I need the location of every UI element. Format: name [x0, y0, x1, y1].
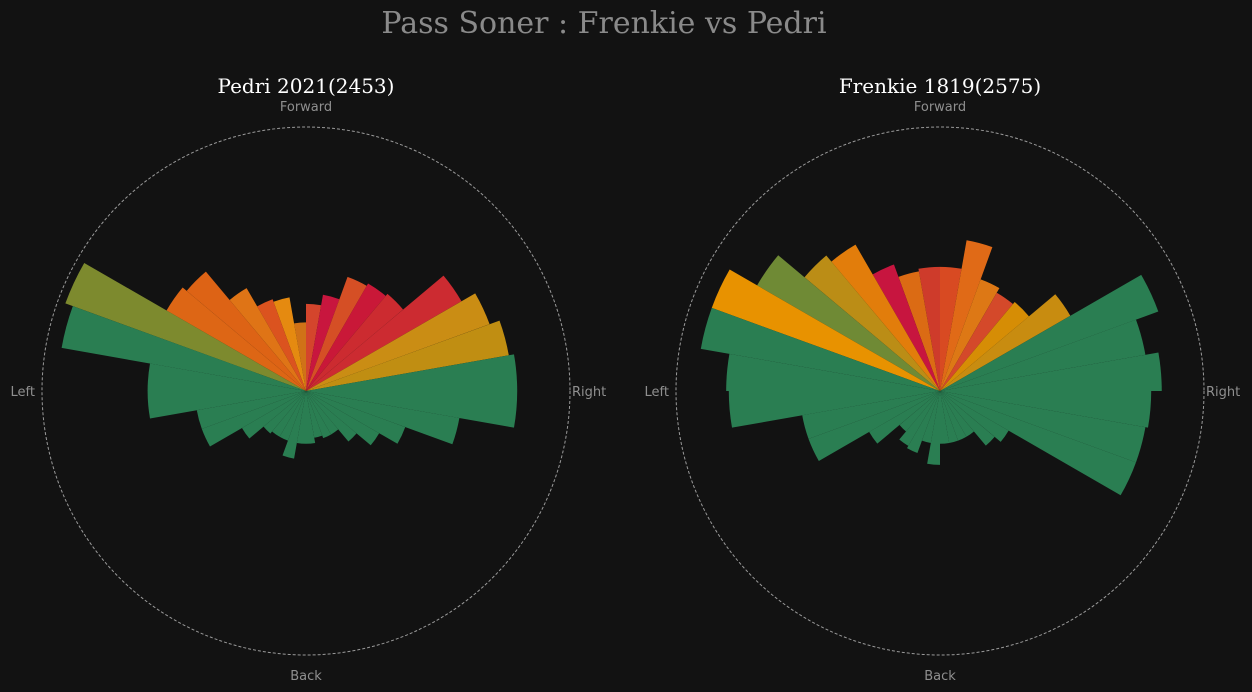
pedri-sonar-bar: [201, 391, 306, 447]
pedri-label-left: Left: [11, 385, 35, 400]
frenkie-sonar-bar: [940, 391, 974, 437]
frenkie-sonar-bar: [711, 269, 940, 391]
frenkie-sonar-bar: [872, 264, 940, 391]
frenkie-sonar-title: Frenkie 1819(2575): [839, 74, 1041, 98]
frenkie-sonar-bar: [940, 302, 1029, 391]
pedri-sonar-bar: [306, 294, 340, 391]
frenkie-sonar-bar: [940, 294, 1071, 391]
pedri-sonar-bar: [294, 322, 306, 391]
pedri-sonar-bar: [282, 391, 306, 459]
frenkie-sonar-bar: [757, 255, 940, 391]
frenkie-label-back: Back: [924, 669, 956, 684]
frenkie-sonar-bar: [940, 391, 1152, 428]
pedri-sonar-bar: [186, 271, 306, 391]
frenkie-sonar-bar: [940, 391, 1136, 496]
pedri-sonar-bar: [306, 276, 367, 391]
frenkie-label-forward: Forward: [914, 100, 966, 115]
pedri-sonar-bar: [241, 391, 306, 439]
frenkie-sonar-bar: [804, 255, 940, 391]
pedri-label-back: Back: [290, 669, 322, 684]
pedri-sonar-boundary: [41, 126, 571, 656]
pedri-sonar-bar: [306, 391, 316, 444]
frenkie-sonar-bar: [940, 391, 995, 446]
frenkie-sonar-bar: [907, 391, 940, 454]
pedri-sonar-bar: [306, 391, 332, 439]
frenkie-sonar-bar: [940, 266, 962, 391]
frenkie-sonar-bar: [940, 391, 967, 441]
pedri-sonar-bar: [306, 391, 460, 445]
frenkie-sonar-bars: [700, 240, 1162, 496]
pedri-label-forward: Forward: [280, 100, 332, 115]
pedri-sonar-bar: [306, 391, 380, 446]
frenkie-sonar-bar: [802, 391, 940, 439]
frenkie-sonar-bar: [940, 292, 1013, 391]
frenkie-sonar-bar: [940, 391, 950, 444]
pedri-sonar-bar: [306, 391, 357, 442]
pedri-sonar-bar: [306, 293, 404, 391]
pedri-sonar-bar: [306, 391, 406, 444]
pedri-sonar: Pedri 2021(2453) Forward Back Left Right: [11, 74, 607, 684]
frenkie-sonar-bar: [940, 391, 959, 443]
frenkie-sonar-bar: [899, 391, 940, 446]
frenkie-sonar-bar: [899, 391, 940, 432]
pedri-sonar-bar: [61, 306, 306, 391]
frenkie-sonar-bar: [940, 319, 1146, 391]
pedri-sonar-bar: [306, 391, 518, 428]
frenkie-sonar-bar: [940, 240, 993, 391]
frenkie-label-left: Left: [645, 385, 669, 400]
frenkie-sonar-bar: [940, 274, 1159, 391]
frenkie-sonar-bar: [700, 307, 940, 391]
pedri-sonar-bar: [196, 391, 306, 429]
pedri-label-right: Right: [572, 385, 606, 400]
frenkie-sonar-bar: [921, 391, 940, 443]
pedri-sonar-bar: [65, 262, 306, 391]
pedri-sonar-bar: [306, 320, 509, 391]
frenkie-sonar-bar: [726, 353, 940, 391]
pedri-sonar-bar: [306, 391, 339, 435]
pedri-sonar-bar: [273, 297, 306, 391]
frenkie-label-right: Right: [1206, 385, 1240, 400]
frenkie-sonar: Frenkie 1819(2575) Forward Back Left Rig…: [645, 74, 1241, 684]
pedri-sonar-bars: [61, 262, 518, 459]
frenkie-sonar-bar: [940, 352, 1162, 391]
pedri-sonar-bar: [257, 299, 306, 391]
pedri-sonar-title: Pedri 2021(2453): [218, 74, 395, 98]
pedri-sonar-bar: [263, 391, 306, 434]
pedri-sonar-bar: [147, 363, 306, 391]
pedri-sonar-bar: [229, 288, 306, 391]
frenkie-sonar-bar: [728, 391, 940, 428]
frenkie-sonar-bar: [918, 266, 940, 391]
frenkie-sonar-bar: [869, 391, 940, 444]
pedri-sonar-bar: [306, 391, 323, 438]
pedri-sonar-bar: [306, 293, 490, 391]
frenkie-sonar-bar: [808, 391, 940, 461]
frenkie-sonar-boundary: [675, 126, 1205, 656]
pedri-sonar-bar: [296, 391, 306, 444]
frenkie-sonar-bar: [831, 244, 940, 391]
pedri-sonar-bar: [306, 354, 518, 391]
pedri-sonar-bar: [306, 303, 322, 391]
pedri-sonar-bar: [147, 391, 306, 419]
figure-title: Pass Soner : Frenkie vs Pedri: [381, 6, 826, 41]
pedri-sonar-bar: [272, 391, 306, 437]
frenkie-sonar-bar: [940, 279, 1000, 391]
pedri-sonar-bar: [166, 287, 306, 391]
frenkie-sonar-bar: [898, 271, 940, 391]
frenkie-sonar-bar: [940, 391, 1009, 442]
frenkie-sonar-bar: [940, 391, 1146, 463]
pedri-sonar-bar: [306, 275, 462, 391]
frenkie-sonar-bar: [927, 391, 940, 465]
pedri-sonar-bar: [306, 283, 386, 391]
pedri-sonar-bar: [279, 391, 306, 441]
